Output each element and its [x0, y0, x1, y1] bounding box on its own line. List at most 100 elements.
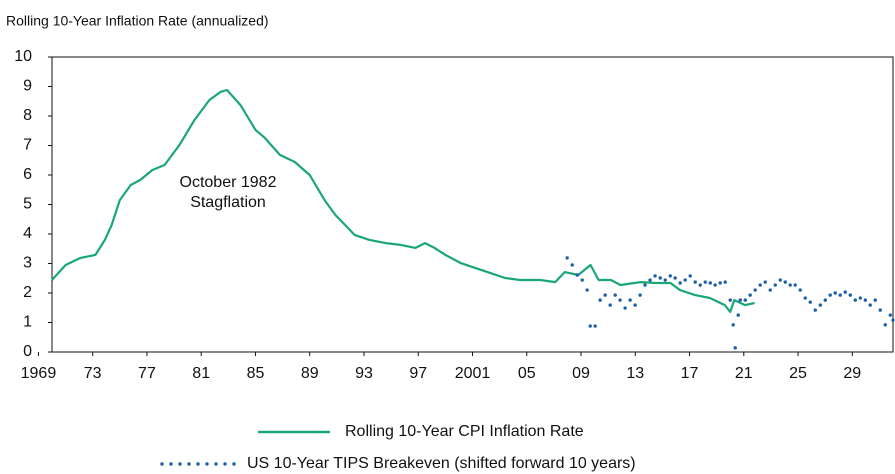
legend-label: US 10-Year TIPS Breakeven (shifted forwa…: [247, 455, 636, 472]
y-tick-label: 5: [23, 196, 32, 213]
data-point: [868, 303, 872, 307]
y-tick-label: 4: [23, 225, 32, 242]
data-point: [733, 346, 737, 350]
data-point: [731, 323, 735, 327]
data-point: [608, 303, 612, 307]
legend-swatch: [160, 462, 236, 466]
legend: Rolling 10-Year CPI Inflation Rate US 10…: [160, 423, 636, 472]
data-point: [803, 296, 807, 300]
x-tick-label: 85: [247, 365, 265, 382]
x-tick-label: 2001: [455, 365, 491, 382]
x-tick-label: 97: [409, 365, 427, 382]
data-point: [693, 280, 697, 284]
data-point: [858, 296, 863, 300]
data-point: [653, 274, 657, 278]
y-tick-label: 8: [23, 107, 32, 124]
data-point: [728, 298, 732, 302]
data-point: [763, 280, 767, 284]
data-point: [813, 308, 817, 312]
legend-dot: [160, 462, 164, 466]
data-point: [593, 324, 597, 328]
y-tick-label: 3: [23, 255, 32, 272]
y-tick-label: 10: [14, 48, 32, 65]
data-point: [658, 276, 662, 280]
data-point: [878, 308, 882, 312]
data-point: [798, 288, 802, 292]
data-point: [713, 283, 717, 287]
data-point: [683, 278, 687, 282]
data-point: [633, 303, 637, 307]
legend-dot: [214, 462, 218, 466]
data-point: [891, 318, 895, 322]
data-point: [808, 300, 812, 304]
data-point: [603, 293, 607, 297]
data-point: [758, 283, 762, 287]
legend-dot: [178, 462, 182, 466]
y-tick-label: 1: [23, 314, 32, 331]
data-point: [598, 298, 602, 302]
data-point: [628, 298, 632, 302]
data-point: [708, 281, 712, 285]
x-tick-label: 93: [355, 365, 373, 382]
data-point: [575, 273, 579, 277]
data-point: [623, 306, 627, 310]
data-point: [673, 276, 677, 280]
data-point: [738, 298, 742, 302]
x-tick-label: 29: [843, 365, 861, 382]
x-tick-label: 17: [681, 365, 699, 382]
data-point: [768, 288, 772, 292]
x-tick-label: 89: [301, 365, 319, 382]
data-point: [570, 263, 574, 267]
data-point: [688, 274, 692, 278]
data-point: [823, 298, 828, 302]
data-point: [743, 298, 747, 302]
data-point: [643, 283, 647, 287]
data-point: [773, 283, 777, 287]
y-tick-label: 2: [23, 284, 32, 301]
data-point: [818, 303, 822, 307]
data-point: [863, 298, 868, 302]
data-point: [585, 288, 589, 292]
data-point: [588, 324, 592, 328]
y-tick-label: 9: [23, 78, 32, 95]
data-point: [793, 283, 797, 287]
data-point: [848, 293, 852, 297]
data-point: [783, 280, 787, 284]
annotation: Stagflation: [190, 194, 266, 211]
data-point: [873, 298, 877, 302]
x-tick-label: 25: [789, 365, 807, 382]
data-line: [51, 88, 755, 313]
data-point: [703, 280, 707, 284]
data-point: [843, 290, 847, 294]
x-tick-label: 05: [518, 365, 536, 382]
legend-dot: [196, 462, 200, 466]
data-point: [828, 293, 832, 297]
x-tick-label: 1969: [21, 365, 57, 382]
data-point: [753, 288, 757, 292]
y-tick-label: 0: [23, 343, 32, 360]
data-point: [883, 323, 887, 327]
data-point: [648, 278, 652, 282]
legend-dot: [223, 462, 227, 466]
data-point: [618, 298, 622, 302]
legend-dot: [232, 462, 236, 466]
data-point: [833, 291, 837, 295]
data-point: [888, 313, 892, 317]
legend-dot: [205, 462, 209, 466]
data-point: [698, 283, 702, 287]
y-tick-label: 7: [23, 137, 32, 154]
legend-label: Rolling 10-Year CPI Inflation Rate: [345, 423, 584, 440]
legend-dot: [187, 462, 191, 466]
x-tick-label: 21: [735, 365, 753, 382]
annotation: October 1982: [180, 174, 277, 191]
data-point: [663, 278, 667, 282]
data-point: [565, 256, 569, 260]
x-tick-label: 77: [138, 365, 156, 382]
data-point: [788, 283, 792, 287]
chart-title: Rolling 10-Year Inflation Rate (annualiz…: [6, 13, 269, 29]
x-tick-label: 13: [626, 365, 644, 382]
data-point: [678, 281, 682, 285]
x-tick-label: 09: [572, 365, 590, 382]
x-tick-label: 73: [84, 365, 102, 382]
